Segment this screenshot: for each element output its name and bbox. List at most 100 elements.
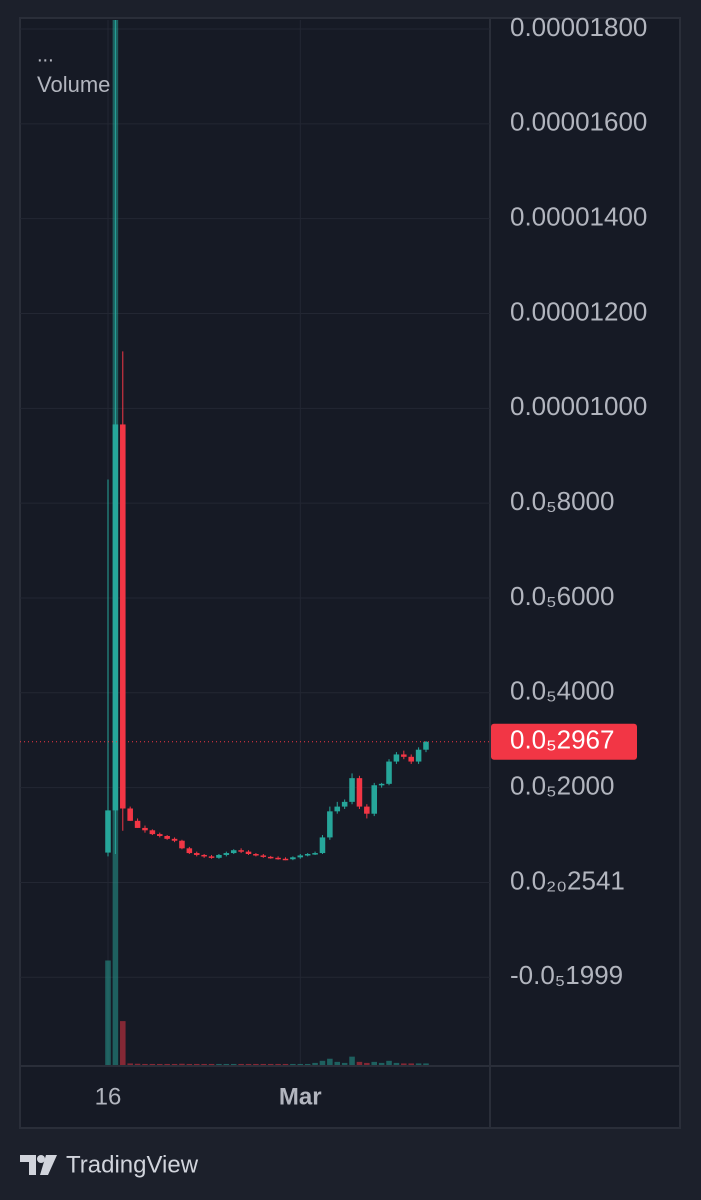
- volume-bar: [401, 1063, 407, 1065]
- candle-body: [230, 850, 237, 854]
- candle-body: [267, 856, 274, 859]
- candle-body: [134, 820, 141, 828]
- volume-bar: [290, 1063, 296, 1065]
- candle-body: [282, 858, 289, 861]
- axis-labels: 0.00001800 0.00001600 0.00001400 0.00001200…: [95, 12, 648, 1110]
- volume-bar: [341, 1062, 348, 1065]
- y-tick-label: 0.0₅2000: [510, 771, 614, 801]
- candle-body: [201, 854, 207, 857]
- volume-bar: [230, 1063, 237, 1065]
- volume-bar: [164, 1063, 170, 1065]
- volume-bar: [253, 1063, 259, 1065]
- candle-body: [223, 853, 230, 855]
- volume-bar: [193, 1063, 200, 1065]
- volume-bar: [304, 1063, 311, 1065]
- candle-body: [423, 741, 429, 750]
- candle-body: [127, 808, 133, 821]
- volume-bar: [327, 1058, 333, 1065]
- volume-bar: [356, 1061, 363, 1065]
- candle-body: [334, 806, 341, 812]
- volume-bar: [282, 1063, 289, 1065]
- volume-bar: [120, 1021, 126, 1065]
- candle-body: [156, 834, 163, 836]
- candle-body: [371, 785, 378, 814]
- candle-body: [312, 853, 318, 855]
- chart-frame: [19, 17, 681, 1129]
- candle-body: [171, 838, 178, 841]
- candle-body: [245, 851, 252, 855]
- volume-bar: [149, 1063, 156, 1065]
- candle-body: [386, 761, 392, 784]
- y-tick-label: 0.0₅6000: [510, 581, 614, 611]
- y-tick-label: 0.00001000: [510, 391, 647, 421]
- x-tick-label: Mar: [279, 1083, 322, 1110]
- last-price-label: 0.0₅2967: [510, 725, 614, 755]
- candle-body: [238, 850, 244, 852]
- y-tick-label: 0.00001600: [510, 107, 647, 137]
- candle-body: [401, 754, 407, 757]
- volume-bar: [186, 1063, 193, 1065]
- candles: [105, 20, 429, 861]
- y-tick-label: 0.00001200: [510, 296, 647, 326]
- candle-body: [349, 778, 355, 802]
- y-tick-label: 0.00001400: [510, 202, 647, 232]
- candle-body: [179, 840, 185, 849]
- volume-bar: [245, 1063, 252, 1065]
- brand-name: TradingView: [66, 1151, 199, 1178]
- last-price-box: [491, 723, 637, 760]
- volume-bar: [378, 1062, 385, 1065]
- volume-bar: [260, 1063, 267, 1065]
- volume-bar: [216, 1063, 222, 1065]
- y-tick-label: 0.0₅8000: [510, 486, 614, 516]
- candle-body: [304, 854, 311, 856]
- y-tick-label: 0.0₂₀2541: [510, 865, 625, 895]
- y-tick-label: 0.00001800: [510, 12, 647, 42]
- y-tick-label: -0.0₅1999: [510, 960, 623, 990]
- menu-dots[interactable]: ...: [37, 44, 54, 66]
- volume-bar: [297, 1063, 304, 1065]
- candle-body: [356, 778, 363, 807]
- volume-bar: [415, 1063, 422, 1065]
- x-tick-label: 16: [95, 1083, 122, 1110]
- candle-body: [186, 848, 193, 854]
- candle-body: [393, 754, 400, 762]
- volume-bar: [408, 1063, 414, 1065]
- brand-logo: [20, 1155, 57, 1175]
- volume-bar: [386, 1060, 392, 1065]
- candle-body: [253, 854, 259, 856]
- candle-body: [408, 756, 414, 762]
- volume-bar: [312, 1062, 318, 1065]
- candle-body: [149, 830, 156, 835]
- candle-body: [378, 783, 385, 786]
- candle-body: [120, 424, 126, 809]
- candle-body: [275, 857, 281, 860]
- volume-bar: [275, 1063, 281, 1065]
- candle-body: [415, 749, 422, 762]
- volume-bar: [127, 1063, 133, 1065]
- candle-body: [164, 835, 170, 839]
- candle-body: [208, 856, 215, 858]
- volume-bar: [134, 1063, 141, 1065]
- candle-body: [105, 810, 111, 853]
- volume-bar: [364, 1062, 370, 1065]
- volume-bar: [171, 1063, 178, 1065]
- candle-body: [364, 806, 370, 814]
- volume-bar: [393, 1062, 400, 1065]
- volume-bar: [223, 1063, 230, 1065]
- y-tick-label: 0.0₅4000: [510, 676, 614, 706]
- candle-body: [290, 857, 296, 860]
- volume-bar: [201, 1063, 207, 1065]
- candle-body: [297, 855, 304, 858]
- volume-bar: [208, 1063, 215, 1065]
- volume-bar: [105, 960, 111, 1065]
- candle-body: [193, 853, 200, 855]
- candle-body: [319, 837, 326, 854]
- candle-body: [142, 827, 148, 831]
- volume-bar: [371, 1061, 378, 1065]
- volume-bar: [267, 1063, 274, 1065]
- volume-bar: [349, 1056, 355, 1065]
- candle-body: [341, 801, 348, 807]
- candle-body: [260, 855, 267, 857]
